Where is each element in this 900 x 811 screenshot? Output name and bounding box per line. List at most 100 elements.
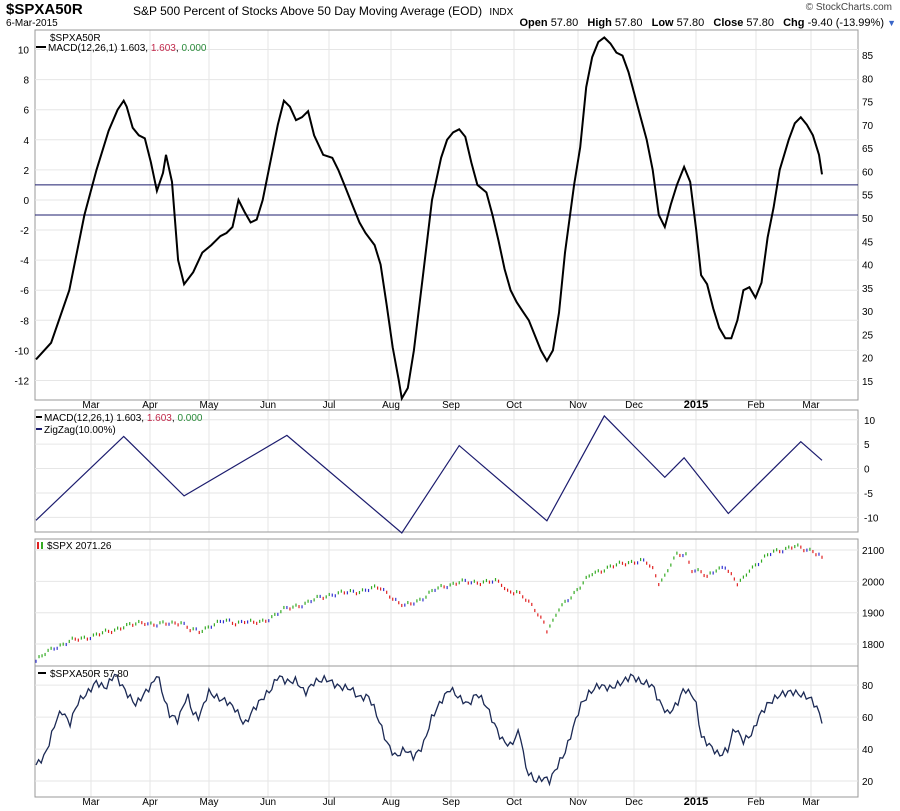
- left-tick-label: 2: [23, 166, 29, 177]
- month-tick-label: Aug: [382, 400, 400, 411]
- month-tick-label: Mar: [82, 400, 100, 411]
- legend-swatch: [37, 542, 39, 549]
- legend-macd-label: MACD(12,26,1) 1.603, 1.603, 0.000: [48, 43, 207, 54]
- spxa50r-pane-plot: 80 60 40 20 $SPXA50R 57.80: [35, 669, 874, 788]
- month-tick-label: Feb: [747, 400, 765, 411]
- month-tick-label: Jul: [323, 400, 336, 411]
- right-tick-label: -5: [864, 489, 873, 500]
- high-label: High: [587, 17, 612, 29]
- month-tick-label: Sep: [442, 797, 460, 808]
- pane-frame: [34, 538, 859, 667]
- pane-frame: [34, 665, 859, 798]
- left-tick-label: 0: [23, 196, 29, 207]
- month-tick-label: 2015: [684, 796, 708, 808]
- month-tick-label: Sep: [442, 400, 460, 411]
- left-tick-label: 10: [18, 46, 30, 57]
- right-tick-label: 5: [864, 440, 870, 451]
- spxa50r-legend: $SPXA50R 57.80: [38, 669, 129, 680]
- month-tick-label: Apr: [142, 400, 158, 411]
- spxa50r-series-line: [35, 673, 823, 787]
- left-tick-label: 6: [23, 106, 29, 117]
- x-axis-labels: Mar Apr May Jun Jul Aug Sep Oct Nov Dec 2015 Feb Mar…: [82, 399, 820, 808]
- macd-signal-value: 1.603: [151, 43, 176, 54]
- high-value: 57.80: [614, 17, 643, 29]
- chart-header: $SPXA50R S&P 500 Percent of Stocks Above…: [0, 0, 900, 30]
- macd-hist-value: 0.000: [181, 43, 206, 54]
- macd-hist-value: 0.000: [177, 413, 202, 424]
- open-value: 57.80: [550, 17, 579, 29]
- macd-signal-value: 1.603: [147, 413, 172, 424]
- right-tick-label: 2000: [862, 577, 885, 588]
- month-tick-label: Nov: [569, 797, 587, 808]
- right-tick-label: 15: [862, 377, 874, 388]
- right-tick-label: 70: [862, 121, 874, 132]
- month-tick-label: Aug: [382, 797, 400, 808]
- right-tick-label: 30: [862, 307, 874, 318]
- right-tick-label: 20: [862, 354, 874, 365]
- quote-summary: Open 57.80 High 57.80 Low 57.80 Close 57…: [520, 17, 885, 29]
- close-value: 57.80: [746, 17, 774, 29]
- left-tick-label: -12: [15, 376, 30, 387]
- pane-macd: [34, 409, 859, 533]
- month-tick-label: Jun: [260, 400, 276, 411]
- left-tick-label: -4: [20, 256, 29, 267]
- right-tick-label: 25: [862, 330, 874, 341]
- right-tick-label: 60: [862, 167, 874, 178]
- left-tick-label: -8: [20, 316, 29, 327]
- brand-label[interactable]: © StockCharts.com: [805, 2, 892, 13]
- macd-series-line: [35, 36, 823, 402]
- chg-value: -9.40 (-13.99%): [807, 17, 884, 29]
- month-tick-label: Dec: [625, 797, 643, 808]
- right-tick-label: 2100: [862, 546, 885, 557]
- month-tick-label: Mar: [82, 797, 100, 808]
- month-tick-label: Nov: [569, 400, 587, 411]
- month-tick-label: Apr: [142, 797, 158, 808]
- right-tick-label: -10: [864, 513, 879, 524]
- low-label: Low: [651, 17, 674, 29]
- month-tick-label: Jun: [260, 797, 276, 808]
- right-tick-label: 50: [862, 214, 874, 225]
- right-tick-label: 35: [862, 284, 874, 295]
- month-tick-label: Oct: [506, 797, 522, 808]
- right-tick-label: 80: [862, 74, 874, 85]
- right-tick-label: 1900: [862, 609, 885, 620]
- right-tick-label: 55: [862, 191, 874, 202]
- left-tick-label: 8: [23, 76, 29, 87]
- exchange-label: INDX: [489, 7, 514, 18]
- macd-legend: MACD(12,26,1) 1.603, 1.603, 0.000ZigZag(…: [36, 413, 203, 436]
- month-tick-label: 2015: [684, 399, 708, 411]
- legend-spx-label: $SPX 2071.26: [47, 541, 112, 552]
- sep: ,: [141, 413, 147, 424]
- month-tick-label: Mar: [802, 797, 820, 808]
- main-pane-plot: 1086420-2-4-6-8-10-128580757065605550454…: [15, 33, 874, 402]
- right-tick-label: 40: [862, 261, 874, 272]
- right-tick-label: 75: [862, 98, 874, 109]
- dropdown-triangle-icon[interactable]: ▼: [887, 18, 896, 28]
- right-tick-label: 20: [862, 777, 874, 788]
- right-tick-label: 0: [864, 465, 870, 476]
- month-tick-label: Oct: [506, 400, 522, 411]
- month-tick-label: Mar: [802, 400, 820, 411]
- macd-value: 1.603: [116, 413, 141, 424]
- sep: ,: [145, 43, 151, 54]
- right-tick-label: 80: [862, 681, 874, 692]
- spx-legend: $SPX 2071.26: [37, 541, 112, 552]
- right-tick-label: 10: [864, 416, 876, 427]
- right-tick-label: 45: [862, 237, 874, 248]
- right-tick-label: 85: [862, 51, 874, 62]
- right-tick-label: 40: [862, 745, 874, 756]
- left-tick-label: -2: [20, 226, 29, 237]
- spx-pane-plot: 2100 2000 1900 1800 $SPX 2071.26: [35, 541, 885, 663]
- zigzag-line: [35, 414, 823, 534]
- symbol-title: $SPXA50R: [6, 1, 83, 18]
- close-label: Close: [713, 17, 744, 29]
- month-tick-label: May: [200, 797, 219, 808]
- legend-macd-label: MACD(12,26,1) 1.603, 1.603, 0.000: [44, 413, 203, 424]
- month-tick-label: Jul: [323, 797, 336, 808]
- pane-spx: [34, 538, 859, 667]
- pane-frame: [34, 409, 859, 533]
- right-tick-label: 65: [862, 144, 874, 155]
- right-tick-label: 60: [862, 713, 874, 724]
